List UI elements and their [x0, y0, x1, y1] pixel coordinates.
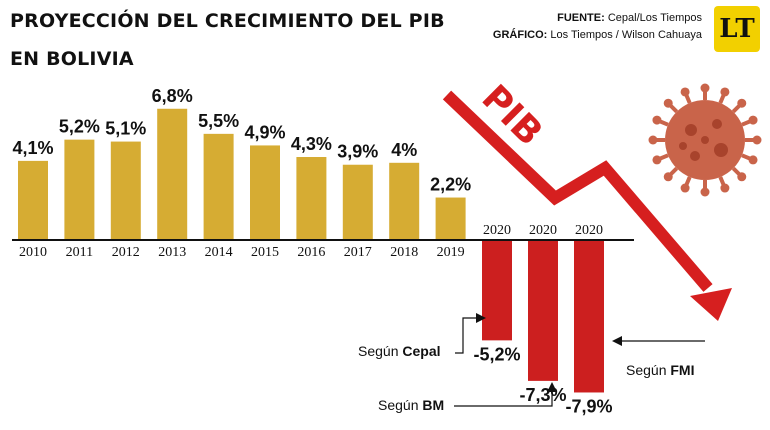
grafico-value: Los Tiempos / Wilson Cahuaya — [550, 29, 702, 41]
bars-group — [18, 108, 604, 393]
value-label: 5,1% — [105, 119, 146, 139]
category-label: 2018 — [390, 245, 418, 260]
value-label: -7,9% — [565, 396, 612, 416]
value-label: 4,3% — [291, 134, 332, 154]
category-label: 2013 — [158, 245, 186, 260]
bar-2020 — [574, 240, 604, 393]
annotation-pointer-head — [476, 313, 486, 323]
credits: FUENTE: Cepal/Los Tiempos GRÁFICO: Los T… — [493, 10, 702, 44]
value-label: -7,3% — [519, 385, 566, 405]
bar-2016 — [296, 157, 327, 240]
annotation-prefix: Según — [378, 397, 423, 413]
annotation-pointer-head — [612, 336, 622, 346]
category-label: 2020 — [529, 223, 557, 238]
virus-icon — [648, 83, 762, 197]
fuente-label: FUENTE: — [557, 12, 605, 24]
annotation-pointer — [454, 390, 553, 407]
chart-title-line1: PROYECCIÓN DEL CRECIMIENTO DEL PIB — [10, 10, 445, 32]
value-label: 2,2% — [430, 175, 471, 195]
annotation-pointer — [455, 317, 476, 354]
annotation-source: Cepal — [402, 343, 441, 359]
grafico-label: GRÁFICO: — [492, 29, 548, 41]
value-label: 6,8% — [152, 86, 193, 106]
category-label: 2020 — [575, 223, 603, 238]
annotation-bm: Según BM — [378, 397, 444, 413]
bar-2015 — [250, 145, 280, 240]
category-label: 2011 — [66, 245, 93, 260]
category-label: 2015 — [251, 245, 279, 260]
category-label: 2019 — [437, 245, 465, 260]
arrow-label: PIB — [474, 77, 551, 154]
category-label: 2014 — [205, 245, 233, 260]
los-tiempos-logo: LT — [714, 6, 760, 52]
annotation-fmi: Según FMI — [626, 362, 694, 378]
arrow-line — [442, 90, 713, 292]
annotation-source: BM — [422, 397, 445, 413]
bar-2017 — [342, 164, 373, 240]
chart-title-line2: EN BOLIVIA — [10, 48, 134, 70]
value-label: 4,9% — [244, 122, 285, 142]
category-label: 2020 — [483, 223, 511, 238]
annotation-prefix: Según — [626, 362, 671, 378]
annotation-pointers — [454, 313, 705, 407]
bar-2013 — [157, 108, 188, 240]
annotation-prefix: Según — [358, 343, 403, 359]
annotation-pointer-head — [547, 382, 557, 392]
category-label: 2016 — [297, 245, 325, 260]
value-label: 4,1% — [12, 138, 53, 158]
labels-group: 4,1% 2010 5,2% 2011 5,1% 2012 6,8% 2013 5,5% 2014… — [12, 86, 612, 417]
value-label: 5,5% — [198, 111, 239, 131]
bar-2010 — [18, 160, 48, 240]
value-label: 3,9% — [337, 142, 378, 162]
annotation-cepal: Según Cepal — [358, 343, 441, 359]
bar-2020 — [482, 240, 512, 341]
arrow-head — [690, 288, 732, 321]
fuente-value: Cepal/Los Tiempos — [607, 12, 702, 24]
bar-2012 — [110, 141, 141, 240]
annotation-source: FMI — [670, 362, 695, 378]
bar-2014 — [203, 133, 234, 240]
value-label: 4% — [391, 140, 417, 160]
category-label: 2012 — [112, 245, 140, 260]
category-label: 2017 — [344, 245, 372, 260]
bar-2019 — [435, 197, 466, 240]
category-label: 2010 — [19, 245, 47, 260]
bar-2020 — [528, 240, 558, 381]
value-label: -5,2% — [473, 344, 520, 364]
bar-2018 — [389, 162, 420, 240]
bar-2011 — [64, 139, 95, 240]
value-label: 5,2% — [59, 117, 100, 137]
